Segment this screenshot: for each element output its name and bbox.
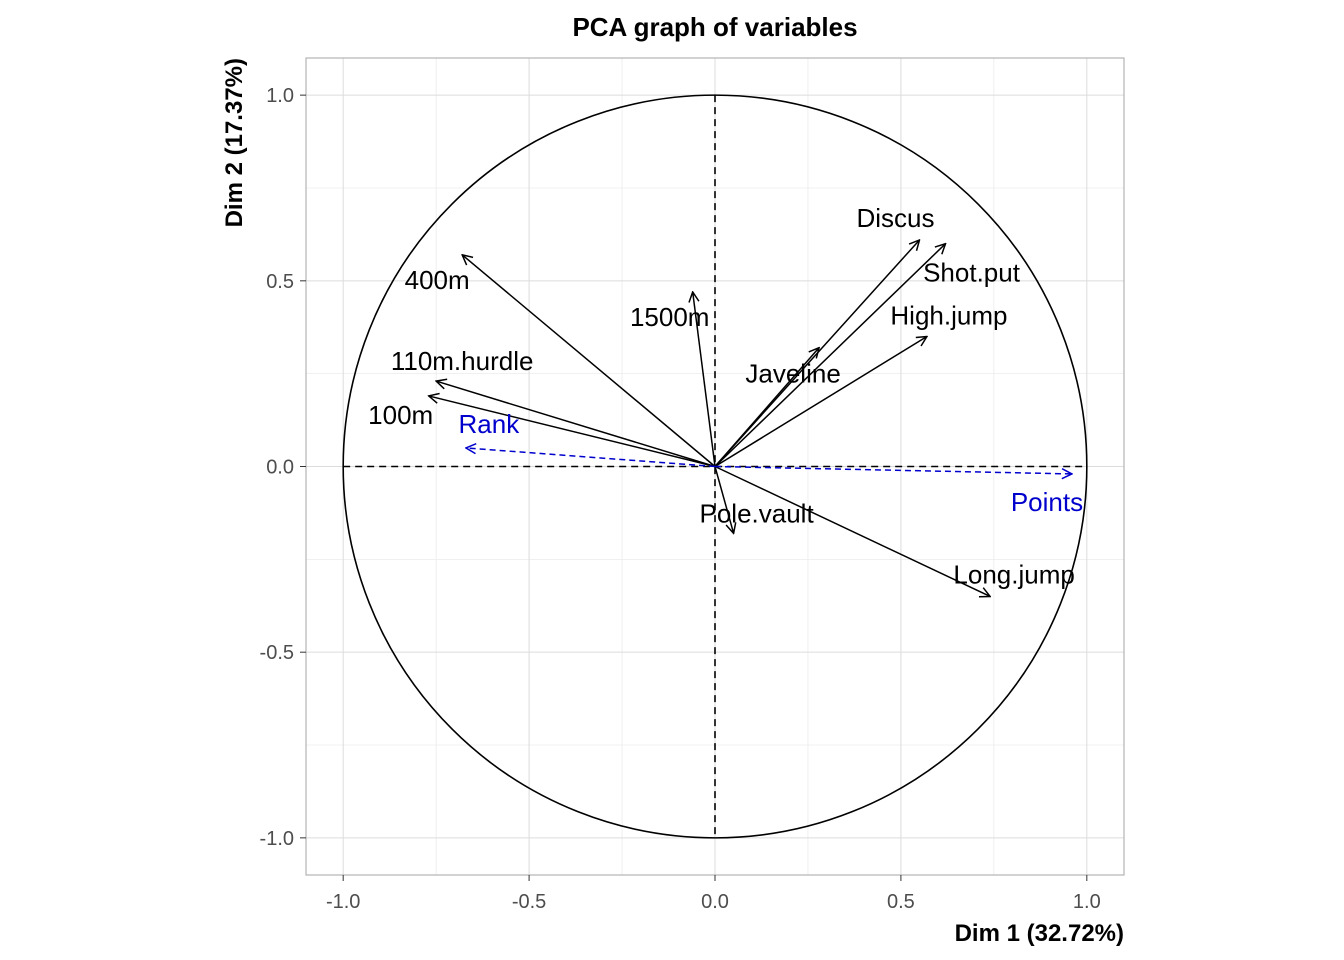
x-tick-label: 0.0	[701, 891, 729, 913]
label-1500m: 1500m	[630, 302, 710, 332]
x-tick-label: -1.0	[326, 891, 360, 913]
y-tick-label: 0.5	[266, 271, 294, 293]
y-axis-title: Dim 2 (17.37%)	[221, 58, 248, 227]
label-points: Points	[1011, 487, 1083, 517]
label-100m: 100m	[368, 400, 433, 430]
x-tick-label: -0.5	[512, 891, 546, 913]
variable-arrows	[429, 240, 1072, 597]
label-high-jump: High.jump	[890, 301, 1007, 331]
arrow-shot-put	[715, 244, 946, 467]
chart-title: PCA graph of variables	[572, 12, 857, 42]
label-discus: Discus	[856, 203, 934, 233]
variable-labels: 100m Long.jump Shot.put High.jump 400m 110m.h…	[368, 203, 1083, 590]
label-pole-vault: Pole.vault	[699, 498, 814, 528]
label-rank: Rank	[459, 409, 521, 439]
x-tick-label: 1.0	[1073, 891, 1101, 913]
y-tick-label: 0.0	[266, 457, 294, 479]
arrow-points	[715, 467, 1072, 474]
y-tick-label: -1.0	[260, 828, 294, 850]
arrow-long-jump	[715, 467, 990, 597]
label-110m-hurdle: 110m.hurdle	[391, 346, 534, 376]
label-400m: 400m	[405, 265, 470, 295]
label-javeline: Javeline	[745, 359, 840, 389]
arrow-high-jump	[715, 337, 927, 467]
x-tick-label: 0.5	[887, 891, 915, 913]
label-shot-put: Shot.put	[923, 258, 1021, 288]
x-axis-title: Dim 1 (32.72%)	[955, 920, 1124, 947]
label-long-jump: Long.jump	[953, 559, 1074, 589]
axis-ticks: -1.0 -0.5 0.0 0.5 1.0 -1.0 -0.5 0.0 0.5 1.0	[260, 85, 1101, 913]
y-tick-label: 1.0	[266, 85, 294, 107]
y-tick-label: -0.5	[260, 642, 294, 664]
